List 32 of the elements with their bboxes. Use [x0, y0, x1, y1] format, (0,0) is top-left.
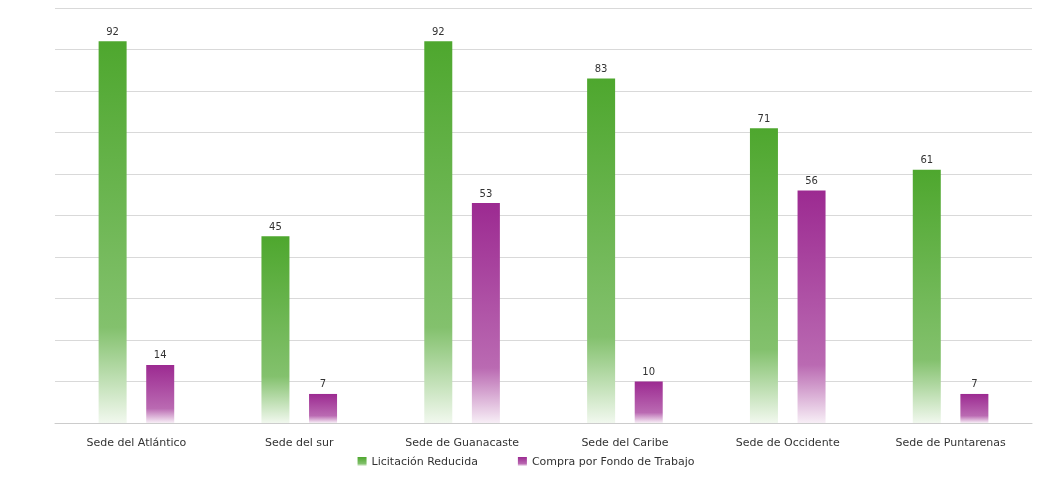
- data-label: 7: [971, 378, 978, 390]
- x-tick-label: Sede del Caribe: [581, 436, 669, 449]
- legend-label: Compra por Fondo de Trabajo: [531, 455, 695, 468]
- bar: [749, 128, 778, 423]
- bar: [634, 381, 663, 423]
- bar: [912, 169, 941, 423]
- data-label: 14: [153, 349, 167, 361]
- bar: [146, 364, 175, 423]
- bar: [309, 393, 338, 423]
- bar: [587, 78, 616, 423]
- bar: [261, 236, 290, 423]
- bar: [797, 190, 826, 423]
- data-label: 61: [920, 154, 934, 166]
- legend-label: Licitación Reducida: [371, 455, 478, 468]
- x-tick-label: Sede de Occidente: [735, 436, 840, 449]
- bar: [960, 393, 989, 423]
- data-label: 7: [319, 378, 327, 390]
- data-label: 71: [757, 112, 771, 124]
- data-label: 92: [106, 25, 119, 37]
- bar: [471, 203, 500, 423]
- data-label: 45: [269, 220, 282, 232]
- bar: [98, 41, 127, 423]
- bar: [424, 41, 453, 423]
- data-label: 56: [805, 175, 818, 187]
- data-label: 83: [594, 63, 608, 75]
- x-tick-label: Sede de Guanacaste: [405, 436, 520, 449]
- x-tick-label: Sede de Puntarenas: [895, 436, 1006, 449]
- x-tick-label: Sede del sur: [264, 436, 334, 449]
- x-tick-label: Sede del Atlántico: [86, 436, 187, 449]
- data-label: 10: [642, 366, 656, 377]
- data-label: 53: [479, 187, 493, 199]
- data-label: 92: [431, 25, 445, 37]
